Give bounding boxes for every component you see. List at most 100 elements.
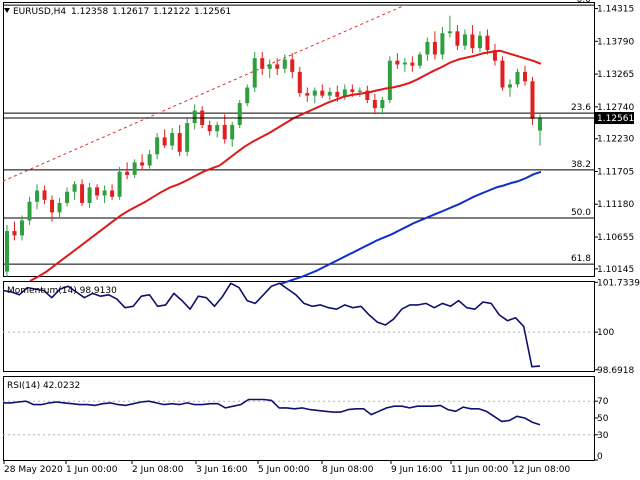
candle[interactable] (125, 162, 130, 180)
candle[interactable] (432, 31, 437, 60)
candle[interactable] (462, 29, 467, 51)
candle[interactable] (402, 58, 407, 72)
candle[interactable] (215, 121, 220, 138)
candle[interactable] (447, 15, 452, 38)
candle[interactable] (312, 87, 317, 104)
collapse-triangle-icon[interactable] (4, 8, 10, 13)
candle[interactable] (222, 114, 227, 144)
candle-body (350, 89, 355, 92)
candle[interactable] (35, 184, 40, 210)
candle[interactable] (260, 51, 265, 76)
candle[interactable] (365, 85, 370, 104)
candle-body (275, 64, 280, 69)
candle[interactable] (327, 87, 332, 100)
candle[interactable] (20, 215, 25, 241)
candle[interactable] (80, 179, 85, 207)
candle[interactable] (192, 104, 197, 130)
candle[interactable] (237, 99, 242, 129)
candle-body (237, 103, 242, 125)
candle-body (530, 81, 535, 119)
candle[interactable] (117, 166, 122, 200)
candle[interactable] (297, 66, 302, 97)
candle-body (147, 154, 152, 166)
candle[interactable] (95, 184, 100, 200)
momentum-y-tick-label: 98.6918 (597, 366, 634, 376)
candle-body (417, 54, 422, 66)
candle[interactable] (140, 154, 145, 171)
candle[interactable] (170, 128, 175, 150)
candle[interactable] (57, 197, 62, 219)
candle[interactable] (538, 114, 542, 146)
candle[interactable] (410, 56, 415, 72)
candle-body (290, 59, 295, 72)
candle[interactable] (162, 129, 167, 149)
candle[interactable] (267, 59, 272, 79)
candle[interactable] (5, 224, 9, 277)
candle[interactable] (282, 54, 287, 74)
candle[interactable] (395, 53, 400, 69)
candle[interactable] (200, 106, 205, 129)
candle[interactable] (522, 65, 527, 86)
candle[interactable] (72, 181, 77, 200)
candle[interactable] (275, 58, 280, 76)
candle[interactable] (357, 87, 362, 97)
header-symbol: EURUSD,H4 (13, 7, 66, 17)
rsi-panel[interactable] (3, 376, 595, 461)
candle-body (267, 64, 272, 69)
candle[interactable] (155, 133, 160, 160)
candle-body (20, 220, 25, 236)
main-panel[interactable] (3, 2, 595, 277)
candle[interactable] (42, 185, 47, 205)
momentum-y-tick-label: 101.7339 (597, 278, 640, 288)
candle[interactable] (147, 149, 152, 169)
candle[interactable] (380, 96, 385, 115)
candle[interactable] (290, 53, 295, 79)
candle[interactable] (515, 68, 520, 88)
candle[interactable] (530, 76, 535, 125)
candle[interactable] (27, 196, 32, 225)
candle[interactable] (372, 93, 377, 115)
candle[interactable] (500, 56, 505, 91)
y-tick-label: 1.10145 (597, 265, 634, 275)
candle[interactable] (387, 56, 392, 104)
candle[interactable] (87, 183, 92, 208)
candle[interactable] (305, 87, 310, 102)
candle[interactable] (65, 187, 70, 207)
candle[interactable] (492, 43, 497, 66)
momentum-line (2, 282, 541, 368)
y-tick-label: 1.13790 (597, 37, 634, 47)
candle[interactable] (477, 31, 482, 52)
candle[interactable] (455, 25, 460, 51)
candle[interactable] (230, 121, 235, 147)
candle[interactable] (110, 184, 115, 200)
candle[interactable] (177, 124, 182, 157)
candle[interactable] (485, 29, 490, 55)
fib-level-label: 38.2 (571, 160, 591, 170)
candle[interactable] (417, 51, 422, 69)
candle[interactable] (425, 37, 430, 61)
candle[interactable] (440, 26, 445, 60)
candle[interactable] (12, 221, 17, 241)
y-tick-label: 1.10655 (597, 233, 634, 243)
momentum-panel[interactable] (3, 281, 595, 372)
x-tick-label: 3 Jun 16:00 (196, 465, 248, 475)
candle[interactable] (207, 120, 212, 136)
candle[interactable] (470, 25, 475, 54)
candle[interactable] (507, 79, 512, 97)
candle[interactable] (245, 84, 250, 107)
candle[interactable] (320, 84, 325, 99)
candle[interactable] (50, 195, 55, 222)
candle-body (297, 71, 302, 94)
candle-body (102, 190, 107, 196)
candle[interactable] (132, 159, 137, 179)
candle[interactable] (102, 185, 107, 203)
candle-body (357, 90, 362, 92)
candle-body (215, 124, 220, 132)
candle-body (80, 184, 85, 203)
candle-body (177, 133, 182, 152)
candle[interactable] (185, 118, 190, 157)
candle-body (222, 124, 227, 140)
candle[interactable] (252, 51, 257, 92)
y-tick-label: 1.11705 (597, 167, 634, 177)
